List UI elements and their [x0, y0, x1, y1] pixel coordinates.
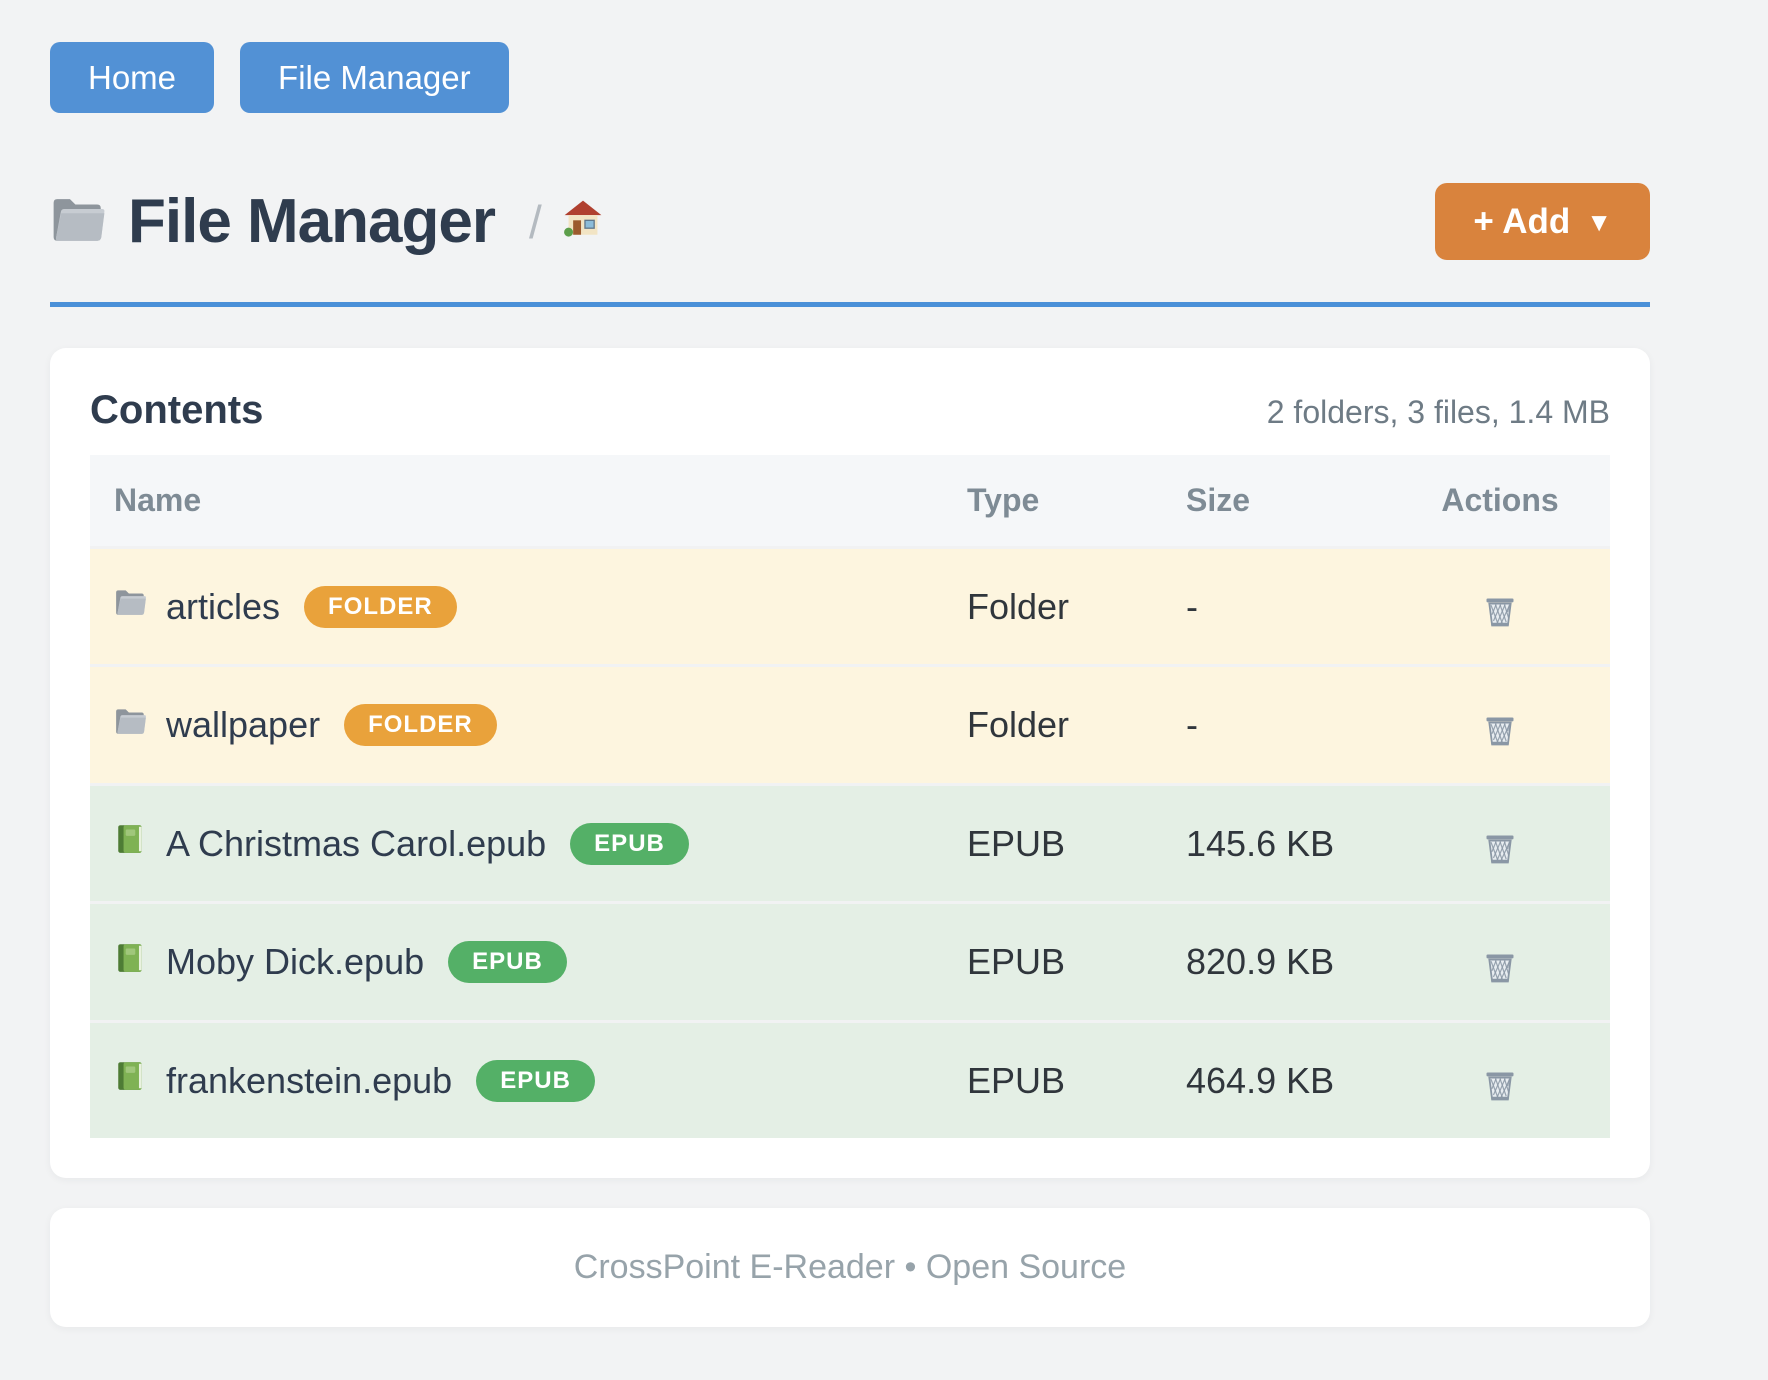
add-button-label: + Add — [1473, 202, 1571, 241]
book-icon — [114, 941, 148, 984]
type-badge: EPUB — [570, 822, 689, 865]
table-row: A Christmas Carol.epub EPUB EPUB 145.6 K… — [90, 784, 1610, 903]
file-table: Name Type Size Actions articles FOLDER F… — [90, 455, 1610, 1139]
contents-title: Contents — [90, 388, 264, 432]
trash-icon — [1482, 831, 1518, 867]
type-cell: EPUB — [967, 941, 1066, 983]
column-header-size: Size — [1162, 455, 1390, 548]
type-badge: EPUB — [476, 1059, 595, 1102]
file-name-link[interactable]: Moby Dick.epub — [166, 941, 425, 983]
delete-button[interactable] — [1482, 831, 1518, 867]
delete-button[interactable] — [1482, 594, 1518, 630]
book-icon — [114, 822, 148, 865]
chevron-down-icon: ▼ — [1586, 206, 1612, 237]
delete-button[interactable] — [1482, 713, 1518, 749]
table-row: Moby Dick.epub EPUB EPUB 820.9 KB — [90, 902, 1610, 1022]
column-header-actions: Actions — [1390, 455, 1610, 548]
size-cell: 464.9 KB — [1186, 1059, 1335, 1101]
table-row: wallpaper FOLDER Folder - — [90, 665, 1610, 785]
trash-icon — [1482, 950, 1518, 986]
file-name-link[interactable]: frankenstein.epub — [166, 1059, 453, 1101]
size-cell: 820.9 KB — [1186, 941, 1335, 983]
contents-summary: 2 folders, 3 files, 1.4 MB — [1266, 394, 1610, 430]
file-manager-button[interactable]: File Manager — [240, 42, 509, 113]
home-icon[interactable] — [562, 198, 604, 245]
type-badge: FOLDER — [344, 704, 497, 747]
add-button[interactable]: + Add ▼ — [1435, 183, 1650, 260]
type-cell: EPUB — [967, 1059, 1066, 1101]
type-cell: Folder — [967, 704, 1070, 746]
title-divider — [50, 302, 1650, 307]
page-header: File Manager / + Add ▼ — [50, 183, 1650, 260]
breadcrumb-separator: / — [529, 195, 542, 248]
footer: CrossPoint E-Reader • Open Source — [50, 1208, 1650, 1328]
trash-icon — [1482, 713, 1518, 749]
title-wrap: File Manager / — [50, 186, 604, 257]
footer-text: CrossPoint E-Reader • Open Source — [573, 1248, 1127, 1287]
table-row: frankenstein.epub EPUB EPUB 464.9 KB — [90, 1021, 1610, 1139]
type-cell: EPUB — [967, 822, 1066, 864]
delete-button[interactable] — [1482, 950, 1518, 986]
page-container: Home File Manager File Manager / + Add ▼… — [50, 0, 1650, 1328]
file-name-link[interactable]: A Christmas Carol.epub — [166, 822, 547, 864]
file-name-link[interactable]: articles — [166, 585, 281, 627]
top-nav: Home File Manager — [50, 0, 1650, 113]
type-badge: FOLDER — [304, 585, 457, 628]
folder-icon — [114, 585, 148, 628]
type-cell: Folder — [967, 585, 1070, 627]
contents-card-header: Contents 2 folders, 3 files, 1.4 MB — [90, 388, 1610, 433]
folder-icon — [50, 190, 108, 253]
delete-button[interactable] — [1482, 1068, 1518, 1104]
book-icon — [114, 1059, 148, 1102]
column-header-type: Type — [943, 455, 1162, 548]
table-row: articles FOLDER Folder - — [90, 547, 1610, 666]
folder-icon — [114, 704, 148, 747]
home-button[interactable]: Home — [50, 42, 215, 113]
table-header-row: Name Type Size Actions — [90, 455, 1610, 548]
size-cell: - — [1186, 704, 1198, 746]
contents-card: Contents 2 folders, 3 files, 1.4 MB Name… — [50, 348, 1650, 1179]
column-header-name: Name — [90, 455, 943, 548]
file-name-link[interactable]: wallpaper — [166, 704, 321, 746]
page-title: File Manager — [128, 187, 496, 256]
trash-icon — [1482, 594, 1518, 630]
type-badge: EPUB — [448, 941, 567, 984]
size-cell: 145.6 KB — [1186, 822, 1335, 864]
trash-icon — [1482, 1068, 1518, 1104]
size-cell: - — [1186, 585, 1198, 627]
